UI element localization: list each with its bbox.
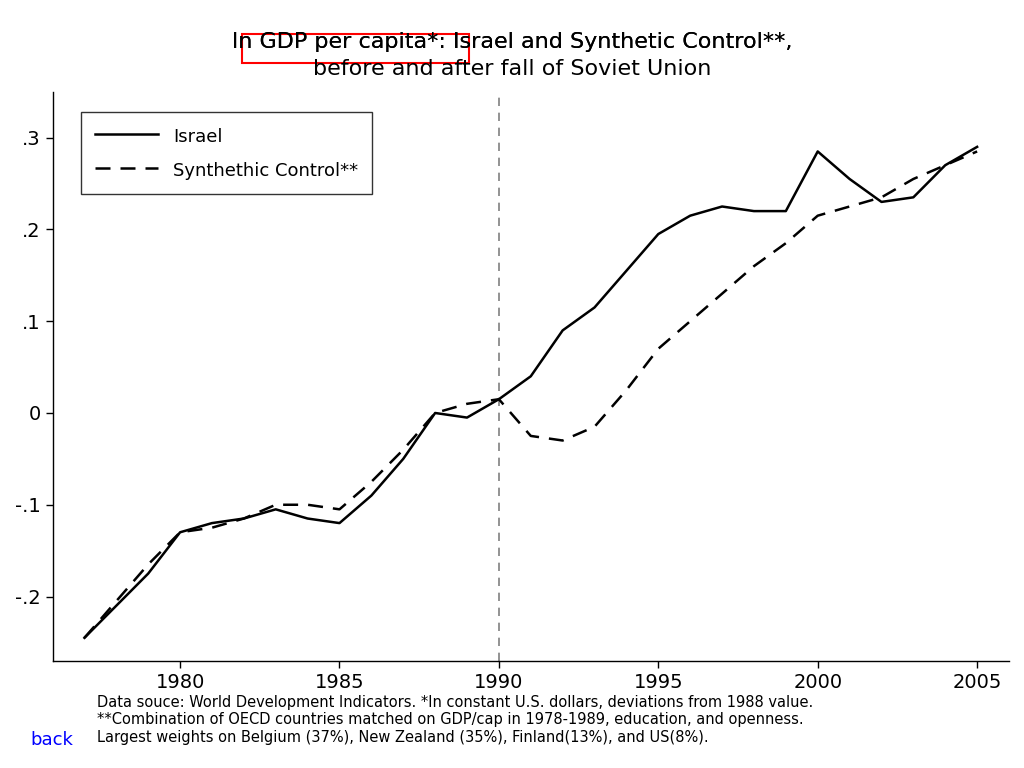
Text: back: back [31, 731, 74, 749]
Text: Data souce: World Development Indicators. *In constant U.S. dollars, deviations : Data souce: World Development Indicators… [97, 695, 813, 745]
Text: before and after fall of Soviet Union: before and after fall of Soviet Union [312, 59, 712, 79]
Legend: Israel, Synthethic Control**: Israel, Synthethic Control** [81, 112, 373, 194]
Text: ln GDP per capita*: Israel and Synthetic Control**,: ln GDP per capita*: Israel and Synthetic… [231, 32, 793, 52]
Text: ln GDP per capita*: Israel and Synthetic Control**,: ln GDP per capita*: Israel and Synthetic… [231, 32, 793, 52]
